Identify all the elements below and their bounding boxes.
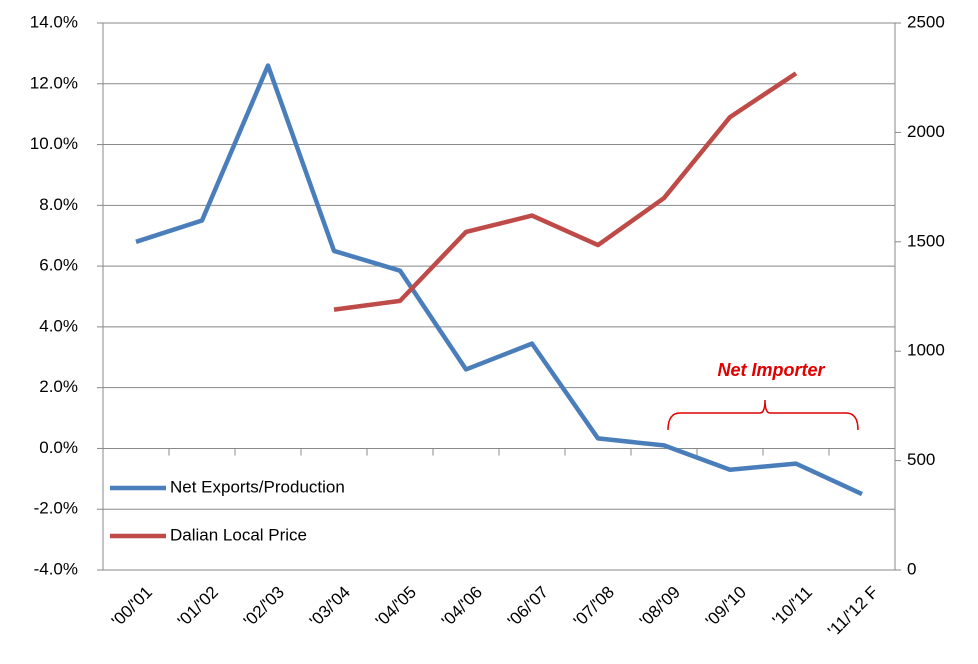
x-tick-label: '04/'06 [438, 583, 486, 631]
y-tick-label: 4.0% [39, 316, 78, 335]
y-tick-label: 12.0% [30, 73, 78, 92]
y2-tick-label: 2500 [907, 12, 945, 31]
legend-label: Net Exports/Production [170, 477, 345, 496]
x-tick-label: '07/'08 [570, 583, 618, 631]
y2-tick-label: 1500 [907, 231, 945, 250]
annotation: Net Importer [717, 360, 825, 380]
y-tick-label: 0.0% [39, 438, 78, 457]
y2-tick-label: 0 [907, 559, 916, 578]
x-tick-label: '04/'05 [372, 583, 420, 631]
x-tick-label: '01/'02 [174, 583, 222, 631]
y-tick-label: 14.0% [30, 12, 78, 31]
x-tick-label: '03/'04 [306, 583, 354, 631]
x-tick-label: '11/'12 F [824, 583, 882, 641]
x-tick-label: '09/'10 [702, 583, 750, 631]
x-tick-label: '02/'03 [240, 583, 288, 631]
x-tick-label: '10/'11 [769, 583, 816, 630]
y-tick-label: 8.0% [39, 195, 78, 214]
y-tick-label: -2.0% [34, 499, 78, 518]
x-tick-label: '06/'07 [504, 583, 552, 631]
x-tick-label: '08/'09 [636, 583, 684, 631]
y2-tick-label: 2000 [907, 122, 945, 141]
y-tick-label: 2.0% [39, 377, 78, 396]
annotation-bracket [667, 399, 859, 431]
y2-tick-label: 500 [907, 450, 935, 469]
y-tick-label: -4.0% [34, 559, 78, 578]
y2-tick-label: 1000 [907, 341, 945, 360]
y-tick-label: 10.0% [30, 134, 78, 153]
series-line [135, 63, 863, 497]
series-line [333, 71, 798, 312]
legend-label: Dalian Local Price [170, 525, 307, 544]
x-tick-label: '00/'01 [108, 583, 156, 631]
y-tick-label: 6.0% [39, 256, 78, 275]
